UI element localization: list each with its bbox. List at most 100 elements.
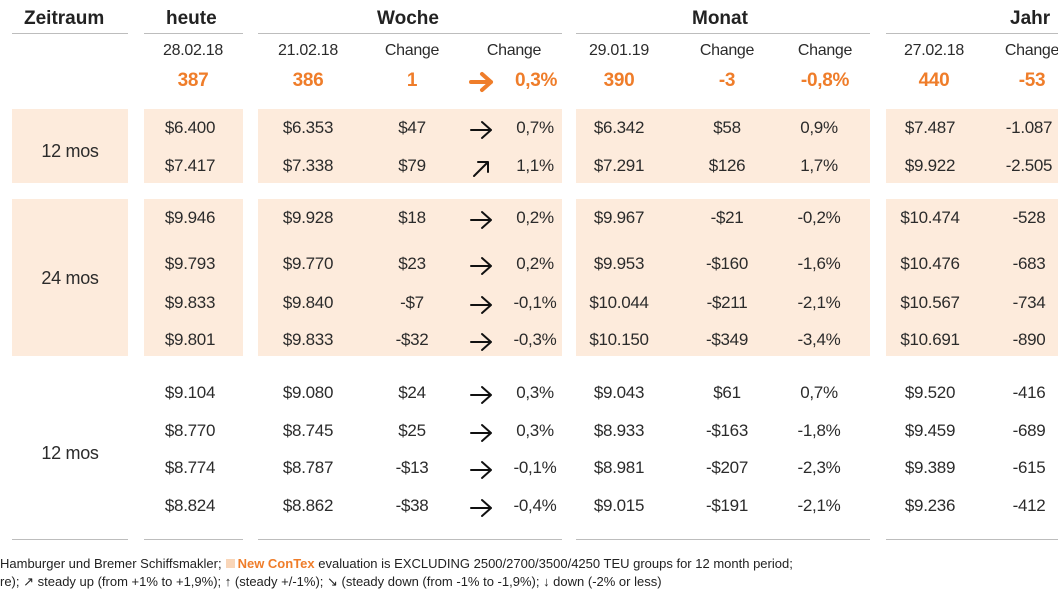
- monat-change-pct-label: Change: [797, 42, 853, 59]
- cell-heute: $9.104: [164, 383, 216, 402]
- cell-woche: $9.928: [282, 208, 334, 227]
- woche-change-pct-label: Change: [486, 42, 542, 59]
- cell-jahr: $10.474: [900, 208, 960, 227]
- footer-source: Hamburger und Bremer Schiffsmakler;: [0, 556, 222, 571]
- cell-w-change: $23: [398, 254, 426, 273]
- cell-jahr: $10.476: [900, 254, 960, 273]
- cell-heute: $8.824: [164, 496, 216, 515]
- cell-w-pct: 0,7%: [516, 118, 554, 137]
- index-jahr-change: -53: [1018, 70, 1046, 91]
- band: [886, 109, 1058, 183]
- group-label: 12 mos: [41, 443, 99, 463]
- cell-w-pct: 0,3%: [516, 383, 554, 402]
- cell-w-change: $18: [398, 208, 426, 227]
- cell-w-pct: -0,1%: [513, 293, 557, 312]
- cell-heute: $9.946: [164, 208, 216, 227]
- header-rule: [12, 33, 128, 34]
- cell-heute: $8.770: [164, 421, 216, 440]
- cell-j-change: -528: [1012, 208, 1046, 227]
- cell-jahr: $9.236: [904, 496, 956, 515]
- bottom-rule: [144, 539, 243, 540]
- cell-monat: $8.933: [593, 421, 645, 440]
- cell-monat: $9.043: [593, 383, 645, 402]
- index-monat-change: -3: [718, 70, 736, 91]
- legend-swatch: [225, 559, 235, 568]
- index-woche-change: 1: [406, 70, 418, 91]
- right-arrow-icon: [470, 461, 492, 479]
- cell-woche: $9.080: [282, 383, 334, 402]
- cell-heute: $6.400: [164, 118, 216, 137]
- cell-w-pct: -0,3%: [513, 330, 557, 349]
- cell-heute: $9.833: [164, 293, 216, 312]
- cell-m-pct: 1,7%: [800, 156, 838, 175]
- right-arrow-icon: [469, 72, 493, 92]
- cell-woche: $8.787: [282, 458, 334, 477]
- cell-m-change: -$207: [706, 458, 748, 477]
- cell-m-pct: -2,3%: [797, 458, 841, 477]
- index-monat-pct: -0,8%: [800, 70, 850, 91]
- cell-j-change: -890: [1012, 330, 1046, 349]
- monat-date: 29.01.19: [589, 42, 649, 59]
- footer-line-2: re); ↗ steady up (from +1% to +1,9%); ↑ …: [0, 574, 662, 589]
- cell-m-change: -$163: [706, 421, 748, 440]
- cell-m-change: -$21: [710, 208, 744, 227]
- band: [576, 199, 870, 356]
- cell-monat: $10.044: [589, 293, 649, 312]
- cell-j-change: -416: [1012, 383, 1046, 402]
- cell-heute: $8.774: [164, 458, 216, 477]
- cell-j-change: -412: [1012, 496, 1046, 515]
- cell-w-change: $47: [398, 118, 426, 137]
- bottom-rule: [258, 539, 562, 540]
- cell-j-change: -2.505: [1005, 156, 1053, 175]
- cell-woche: $9.833: [282, 330, 334, 349]
- up-right-arrow-icon: [473, 161, 489, 177]
- cell-woche: $6.353: [282, 118, 334, 137]
- cell-j-change: -689: [1012, 421, 1046, 440]
- header-monat: Monat: [692, 8, 748, 29]
- header-zeitraum: Zeitraum: [24, 8, 105, 29]
- band: [144, 199, 243, 356]
- index-jahr: 440: [918, 70, 950, 91]
- footer-brand: New ConTex: [237, 556, 315, 571]
- cell-woche: $9.840: [282, 293, 334, 312]
- cell-jahr: $10.567: [900, 293, 960, 312]
- cell-j-change: -615: [1012, 458, 1046, 477]
- cell-woche: $8.745: [282, 421, 334, 440]
- group-label: 12 mos: [41, 141, 99, 161]
- cell-w-change: -$38: [395, 496, 429, 515]
- band: [258, 199, 562, 356]
- cell-woche: $9.770: [282, 254, 334, 273]
- band: [144, 109, 243, 183]
- cell-w-change: -$7: [400, 293, 424, 312]
- monat-change-label: Change: [699, 42, 755, 59]
- cell-monat: $7.291: [593, 156, 645, 175]
- cell-m-pct: -0,2%: [797, 208, 841, 227]
- cell-j-change: -683: [1012, 254, 1046, 273]
- header-woche: Woche: [377, 8, 439, 29]
- jahr-change-label: Change: [1004, 42, 1058, 59]
- cell-m-pct: -1,8%: [797, 421, 841, 440]
- cell-w-change: $79: [398, 156, 426, 175]
- group-label: 24 mos: [41, 268, 99, 288]
- cell-heute: $7.417: [164, 156, 216, 175]
- cell-monat: $8.981: [593, 458, 645, 477]
- cell-jahr: $9.520: [904, 383, 956, 402]
- cell-w-change: $24: [398, 383, 426, 402]
- cell-w-pct: 0,2%: [516, 208, 554, 227]
- jahr-date: 27.02.18: [904, 42, 964, 59]
- cell-m-pct: 0,7%: [800, 383, 838, 402]
- woche-date: 21.02.18: [278, 42, 338, 59]
- heute-date: 28.02.18: [163, 42, 223, 59]
- right-arrow-icon: [470, 121, 492, 139]
- cell-jahr: $9.459: [904, 421, 956, 440]
- cell-j-change: -734: [1012, 293, 1046, 312]
- cell-m-change: $126: [708, 156, 746, 175]
- woche-change-label: Change: [384, 42, 440, 59]
- cell-monat: $9.967: [593, 208, 645, 227]
- right-arrow-icon: [470, 424, 492, 442]
- right-arrow-icon: [470, 296, 492, 314]
- band: [886, 199, 1058, 356]
- index-woche-pct: 0,3%: [514, 70, 558, 91]
- header-heute: heute: [166, 8, 217, 29]
- header-rule: [258, 33, 562, 34]
